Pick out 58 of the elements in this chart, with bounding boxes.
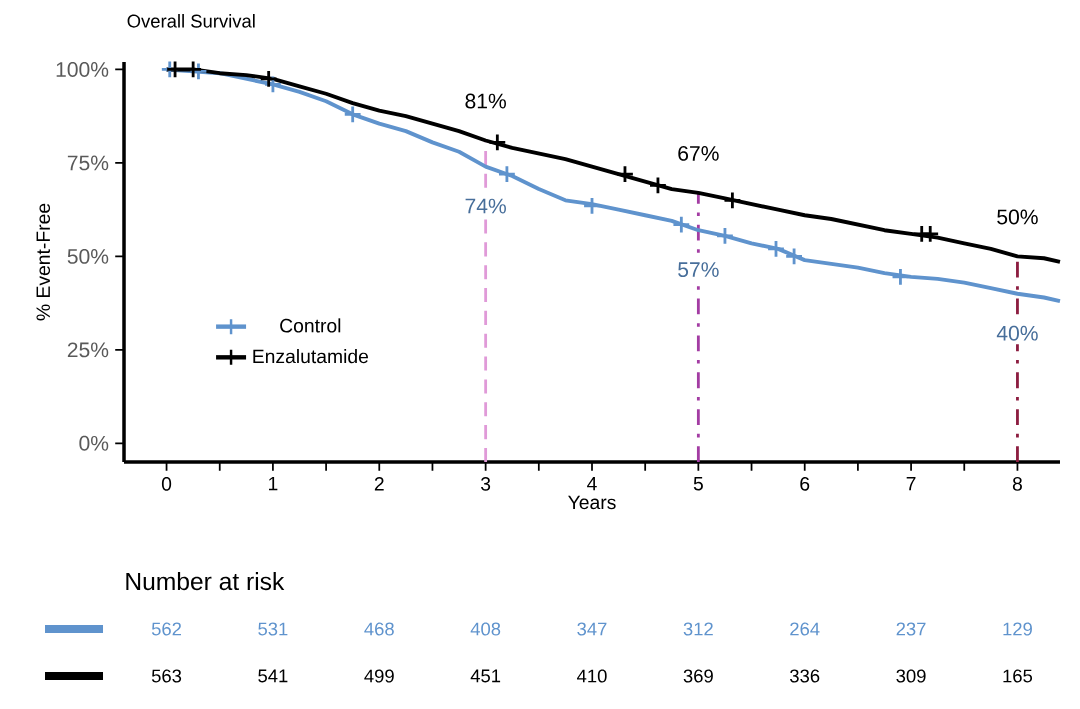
y-tick-label: 50%	[67, 248, 109, 264]
point	[715, 226, 735, 246]
data-label: 50%	[997, 209, 1038, 225]
point	[784, 247, 804, 266]
y-tick-label: 100%	[56, 62, 109, 77]
point	[723, 190, 742, 210]
text: 499	[364, 669, 394, 683]
x-tick-label: 4	[587, 476, 597, 491]
point	[920, 224, 940, 244]
text: 563	[151, 669, 182, 683]
y-tick-label: 0%	[79, 435, 109, 451]
point	[615, 164, 635, 184]
x-tick-label: 2	[374, 477, 384, 491]
x-axis-title: Years	[568, 495, 616, 510]
text: 468	[364, 622, 394, 636]
text: 165	[1003, 669, 1033, 683]
x-tick-label: 3	[481, 477, 491, 491]
chart-title: Overall Survival	[127, 14, 255, 28]
text: 451	[470, 669, 501, 683]
text: 264	[790, 622, 820, 636]
text: 541	[258, 669, 288, 683]
point	[766, 239, 786, 259]
x-tick-label: 0	[161, 477, 172, 491]
point	[488, 133, 507, 152]
text: 408	[470, 622, 501, 636]
point	[343, 105, 362, 124]
legend-label: Enzalutamide	[253, 349, 369, 364]
data-label: 74%	[465, 198, 506, 214]
x-tick-label: 7	[906, 476, 916, 491]
y-tick-label: 25%	[67, 342, 109, 358]
x-tick-label: 8	[1012, 477, 1022, 491]
x-tick-label: 6	[800, 477, 810, 491]
text: 312	[683, 622, 713, 636]
point	[259, 69, 278, 89]
text: 562	[151, 622, 181, 636]
y-axis-title: % Event-Free	[36, 203, 51, 321]
y-tick-label: 75%	[67, 155, 109, 171]
point	[582, 196, 602, 216]
point	[672, 215, 691, 234]
text: 410	[577, 669, 607, 683]
data-label: 67%	[678, 145, 719, 161]
text: 347	[577, 622, 607, 636]
text: 309	[896, 669, 926, 683]
point	[497, 164, 517, 184]
text: 237	[896, 622, 926, 636]
point	[648, 176, 668, 195]
x-tick-label: 5	[693, 476, 703, 491]
text: 531	[258, 622, 288, 636]
text: 369	[683, 669, 713, 683]
data-label: 81%	[465, 93, 506, 109]
text: 336	[790, 669, 820, 683]
x-tick-label: 1	[269, 476, 278, 491]
text: 129	[1003, 622, 1032, 636]
text: Number at risk	[126, 572, 285, 591]
point	[891, 267, 910, 287]
data-label: 57%	[678, 262, 719, 278]
legend-label: Control	[280, 318, 341, 333]
data-label: 40%	[996, 325, 1038, 341]
